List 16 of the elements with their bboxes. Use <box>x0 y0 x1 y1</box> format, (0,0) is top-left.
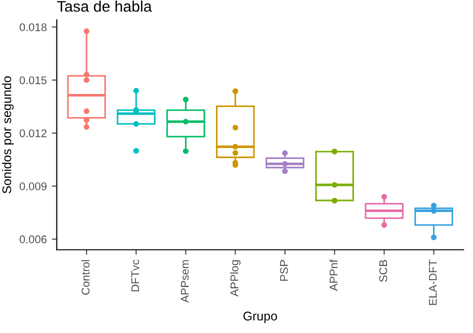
y-tick-label: 0.009 <box>20 182 47 190</box>
y-axis-title: Sonidos por segundo <box>2 76 14 194</box>
y-tick-label: 0.006 <box>20 235 47 244</box>
x-tick-label: APPnf <box>329 259 338 291</box>
x-tick-label: SCB <box>379 260 388 282</box>
x-tick-label: Control <box>81 260 90 295</box>
chart-title: Tasa de habla <box>57 0 152 12</box>
x-tick-label: APPsem <box>180 260 189 303</box>
y-tick-label: 0.018 <box>20 23 47 32</box>
x-tick-label: APPlog <box>230 260 241 297</box>
x-tick-label: DFTvc <box>131 260 140 292</box>
x-axis-title: Grupo <box>243 312 277 323</box>
y-tick-label: 0.015 <box>20 76 47 84</box>
y-tick-label: 0.012 <box>20 129 46 138</box>
x-tick-label: PSP <box>280 260 288 281</box>
x-tick-label: ELA-DFT <box>429 260 437 305</box>
